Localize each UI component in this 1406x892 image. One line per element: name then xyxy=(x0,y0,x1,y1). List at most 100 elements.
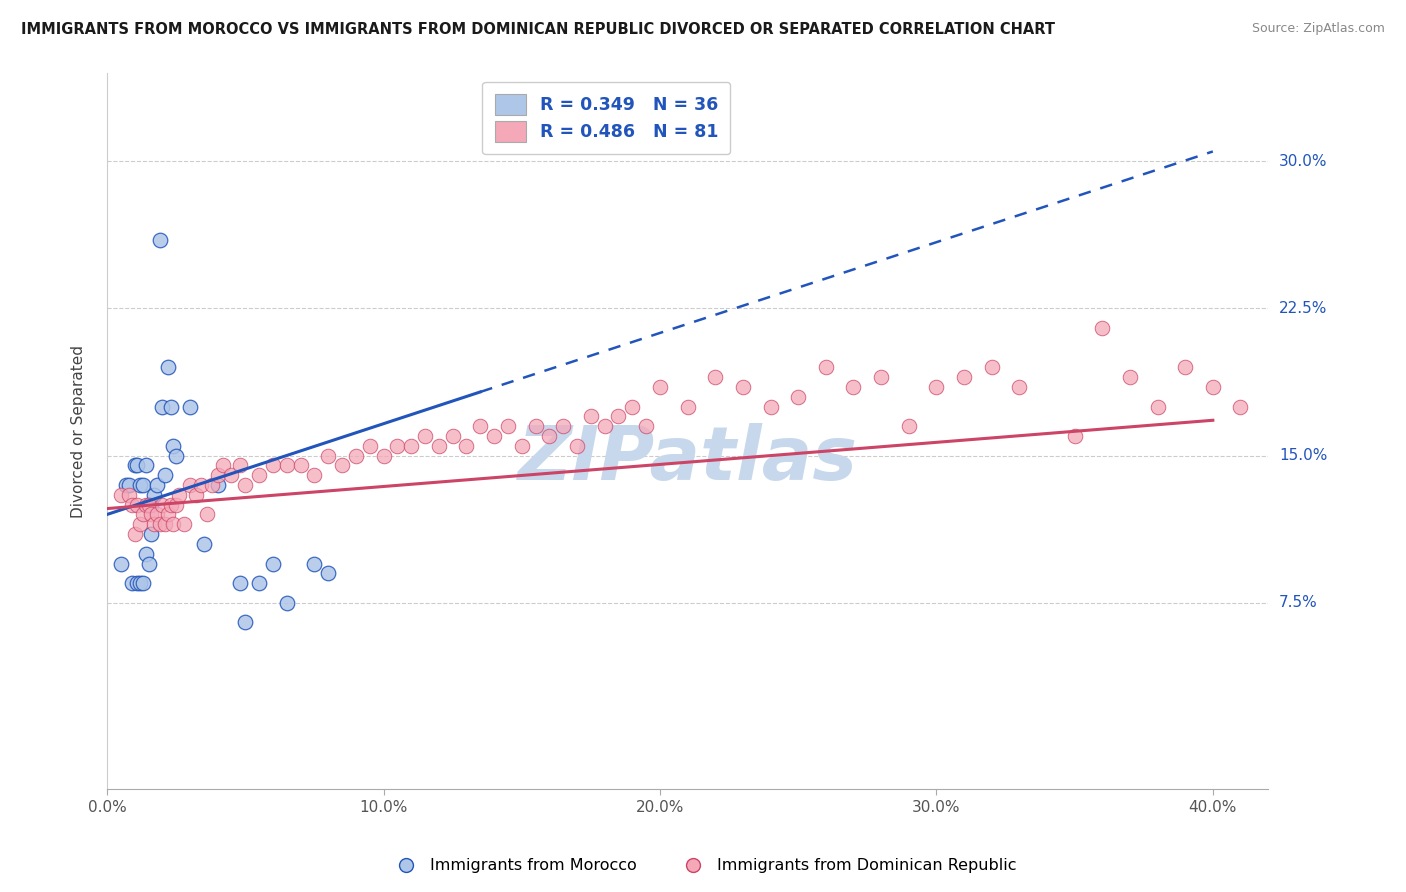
Point xyxy=(842,380,865,394)
Point xyxy=(193,537,215,551)
Point xyxy=(1119,370,1142,384)
Point xyxy=(496,419,519,434)
Point xyxy=(1091,321,1114,335)
Point xyxy=(143,517,166,532)
Point xyxy=(553,419,575,434)
Point xyxy=(359,439,381,453)
Point xyxy=(427,439,450,453)
Point xyxy=(229,458,252,473)
Point xyxy=(565,439,588,453)
Point xyxy=(110,557,132,571)
Point xyxy=(221,468,243,483)
Point xyxy=(149,517,172,532)
Legend: Immigrants from Morocco, Immigrants from Dominican Republic: Immigrants from Morocco, Immigrants from… xyxy=(384,852,1022,880)
Point xyxy=(621,400,644,414)
Point xyxy=(201,478,224,492)
Point xyxy=(124,527,146,541)
Point xyxy=(316,566,339,581)
Point xyxy=(1146,400,1168,414)
Point xyxy=(150,498,173,512)
Point xyxy=(153,517,176,532)
Point xyxy=(538,429,561,443)
Point xyxy=(870,370,893,384)
Point xyxy=(731,380,754,394)
Point xyxy=(441,429,464,443)
Point xyxy=(262,557,284,571)
Point xyxy=(159,498,181,512)
Point xyxy=(138,557,160,571)
Point xyxy=(579,409,602,424)
Text: 22.5%: 22.5% xyxy=(1279,301,1327,316)
Point xyxy=(138,498,160,512)
Point xyxy=(121,576,143,591)
Point xyxy=(510,439,533,453)
Point xyxy=(593,419,616,434)
Point xyxy=(129,478,152,492)
Point xyxy=(648,380,671,394)
Point xyxy=(135,547,157,561)
Point xyxy=(141,508,163,522)
Text: 15.0%: 15.0% xyxy=(1279,448,1327,463)
Point xyxy=(607,409,630,424)
Point xyxy=(247,468,270,483)
Point xyxy=(118,478,141,492)
Point xyxy=(173,517,195,532)
Point xyxy=(316,449,339,463)
Point xyxy=(146,478,169,492)
Point xyxy=(162,517,184,532)
Point xyxy=(344,449,367,463)
Point xyxy=(925,380,948,394)
Point xyxy=(676,400,699,414)
Point xyxy=(953,370,976,384)
Point xyxy=(330,458,353,473)
Point xyxy=(304,468,326,483)
Point xyxy=(195,508,218,522)
Point xyxy=(207,478,229,492)
Point xyxy=(184,488,207,502)
Point xyxy=(704,370,727,384)
Point xyxy=(165,449,187,463)
Point xyxy=(1174,360,1197,375)
Point xyxy=(276,596,298,610)
Point xyxy=(1008,380,1031,394)
Point xyxy=(115,478,138,492)
Text: ZIPatlas: ZIPatlas xyxy=(517,423,858,496)
Point xyxy=(121,498,143,512)
Text: 30.0%: 30.0% xyxy=(1279,153,1327,169)
Point xyxy=(207,468,229,483)
Point xyxy=(787,390,810,404)
Point xyxy=(1202,380,1225,394)
Point xyxy=(636,419,658,434)
Point xyxy=(456,439,478,453)
Point xyxy=(262,458,284,473)
Point xyxy=(482,429,505,443)
Point xyxy=(373,449,395,463)
Point xyxy=(167,488,190,502)
Point xyxy=(276,458,298,473)
Point xyxy=(233,615,256,630)
Point xyxy=(146,508,169,522)
Point xyxy=(413,429,436,443)
Point xyxy=(141,527,163,541)
Point xyxy=(387,439,409,453)
Point xyxy=(127,498,149,512)
Point xyxy=(1229,400,1251,414)
Point xyxy=(127,458,149,473)
Text: 7.5%: 7.5% xyxy=(1279,595,1317,610)
Point xyxy=(127,576,149,591)
Point xyxy=(165,498,187,512)
Legend: R = 0.349   N = 36, R = 0.486   N = 81: R = 0.349 N = 36, R = 0.486 N = 81 xyxy=(482,82,730,154)
Point xyxy=(129,517,152,532)
Point xyxy=(524,419,547,434)
Text: Source: ZipAtlas.com: Source: ZipAtlas.com xyxy=(1251,22,1385,36)
Point xyxy=(229,576,252,591)
Point xyxy=(132,508,155,522)
Point xyxy=(1063,429,1085,443)
Point xyxy=(132,576,155,591)
Point xyxy=(135,458,157,473)
Point xyxy=(141,498,163,512)
Point xyxy=(190,478,212,492)
Y-axis label: Divorced or Separated: Divorced or Separated xyxy=(72,344,86,517)
Point xyxy=(110,488,132,502)
Point xyxy=(470,419,492,434)
